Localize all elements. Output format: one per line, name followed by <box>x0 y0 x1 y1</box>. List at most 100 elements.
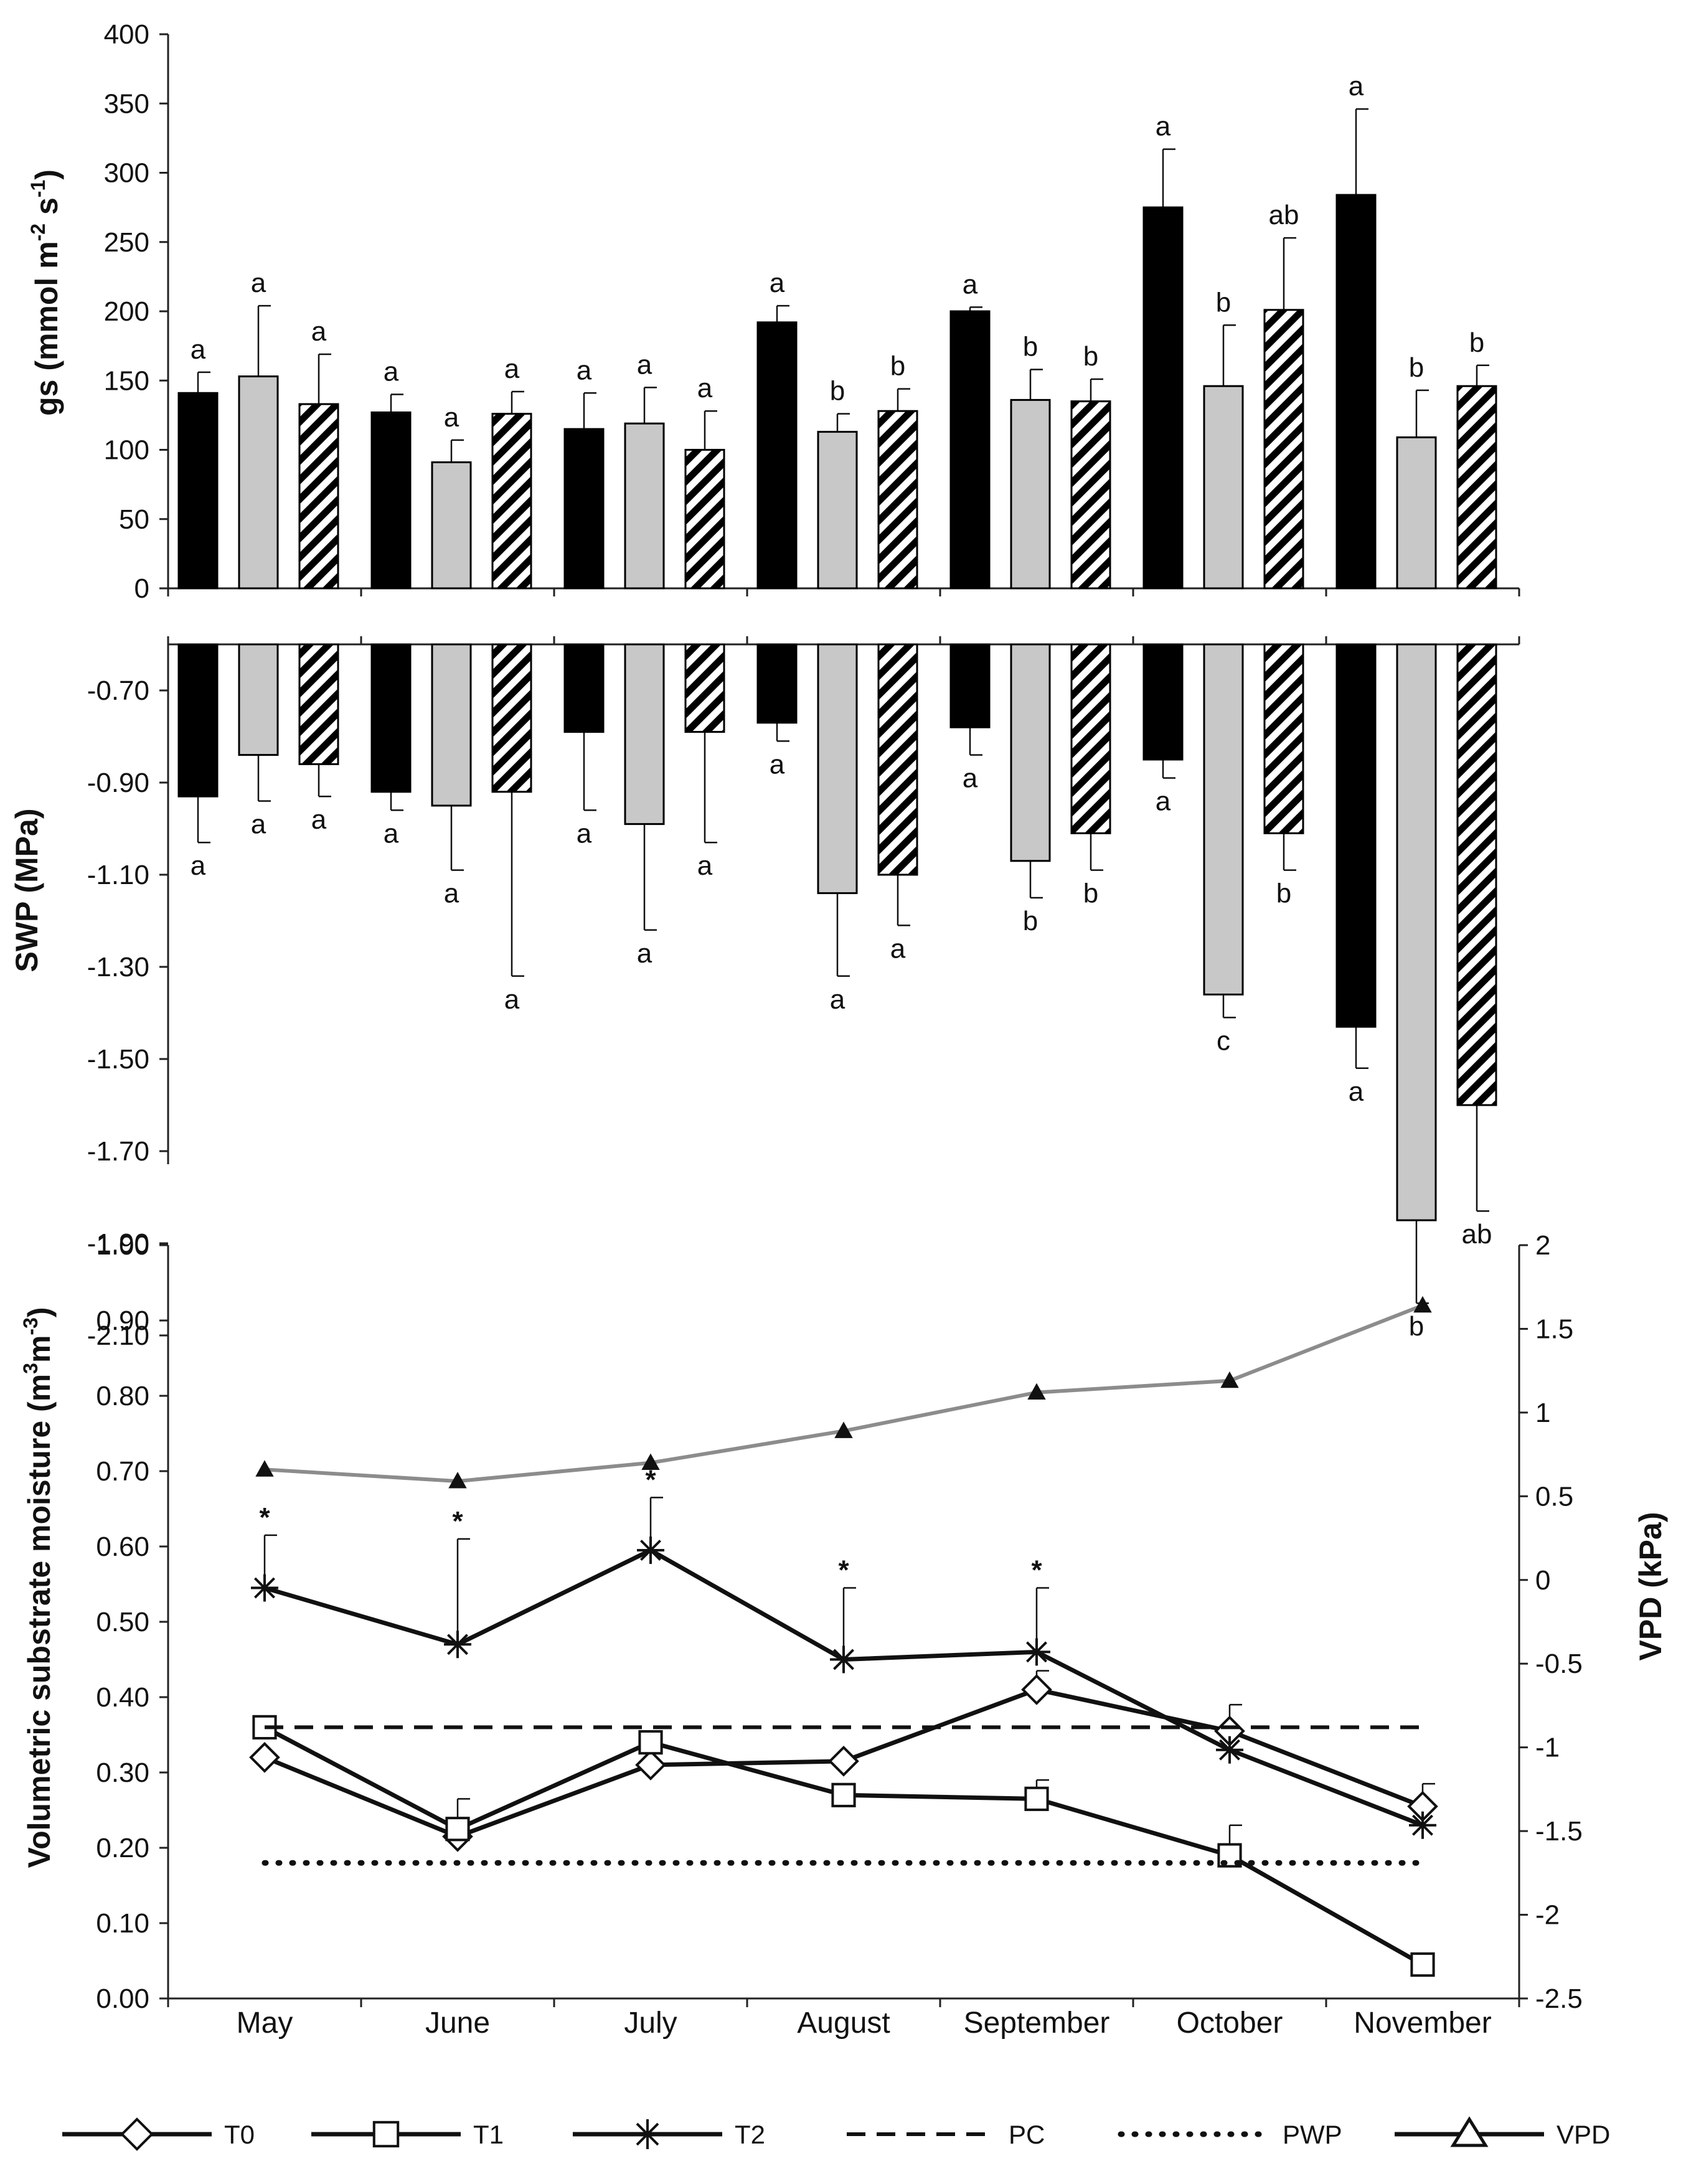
gs-bar-t1 <box>1396 436 1437 590</box>
gs-y-axis-label: gs (mmol m-2 s-1) <box>27 169 64 416</box>
gs-significance-letter: a <box>963 269 978 299</box>
swp-bar-t0 <box>563 643 605 733</box>
gs-y-tick-label: 350 <box>104 88 149 119</box>
moisture-line-chart: Volumetric substrate moisture (m3m-3) VP… <box>19 1230 1668 2040</box>
swp-bar-t1 <box>1396 643 1437 1221</box>
gs-y-tick-label: 0 <box>134 573 149 604</box>
swp-y-tick-label: -1.30 <box>87 952 149 982</box>
series-marker-vpd <box>448 1472 467 1489</box>
series-marker-t0 <box>635 1749 666 1781</box>
month-label: May <box>237 2007 293 2040</box>
swp-significance-letter: a <box>697 850 713 881</box>
swp-significance-letter: a <box>191 850 206 881</box>
swp-bar-t1 <box>1010 643 1051 862</box>
moisture-y-tick-label: 0.30 <box>96 1758 149 1788</box>
legend-label-pwp: PWP <box>1283 2120 1342 2149</box>
gs-significance-letter: a <box>384 357 399 387</box>
swp-y-axis-label: SWP (MPa) <box>9 809 44 972</box>
series-marker-vpd <box>834 1421 853 1438</box>
swp-bar-t2 <box>684 643 725 733</box>
vpd-y-tick-label: -1.5 <box>1535 1816 1583 1847</box>
swp-significance-letter: a <box>963 763 978 794</box>
swp-bar-t2 <box>1456 643 1497 1106</box>
gs-bar-t0 <box>756 321 798 590</box>
gs-bar-t1 <box>1010 398 1051 590</box>
gs-y-tick-label: 250 <box>104 227 149 258</box>
vpd-y-axis-label: VPD (kPa) <box>1633 1512 1668 1661</box>
gs-bar-t2 <box>684 449 725 590</box>
gs-significance-letter: a <box>770 268 785 298</box>
gs-y-tick-label: 100 <box>104 435 149 466</box>
series-marker-vpd <box>1027 1383 1046 1400</box>
series-marker-vpd <box>255 1460 274 1477</box>
swp-significance-letter: b <box>1409 1311 1424 1342</box>
significance-asterisk: * <box>645 1464 656 1495</box>
gs-y-tick-label: 150 <box>104 365 149 396</box>
series-marker-t1 <box>445 1817 470 1842</box>
series-marker-t0 <box>249 1741 280 1773</box>
month-label: September <box>964 2007 1110 2040</box>
swp-significance-letter: a <box>251 809 266 840</box>
gs-significance-letter: a <box>311 316 327 347</box>
series-marker-t2 <box>1023 1638 1050 1666</box>
swp-y-tick-label: -1.10 <box>87 860 149 890</box>
gs-bar-t0 <box>177 392 219 590</box>
legend-label-vpd: VPD <box>1556 2120 1610 2149</box>
swp-bar-t2 <box>491 643 532 793</box>
swp-significance-letter: a <box>504 984 520 1015</box>
vpd-y-tick-label: -1 <box>1535 1733 1560 1763</box>
vpd-y-tick-label: -2.5 <box>1535 1984 1583 2014</box>
swp-bar-t1 <box>238 643 279 756</box>
swp-bar-t1 <box>817 643 858 895</box>
swp-significance-letter: a <box>1156 786 1171 817</box>
series-marker-vpd <box>1413 1296 1432 1313</box>
swp-significance-letter: b <box>1083 878 1098 909</box>
series-marker-vpd <box>641 1453 660 1470</box>
gs-bar-t1 <box>624 422 665 590</box>
gs-significance-letter: b <box>1083 341 1098 372</box>
vpd-y-tick-label: 1.5 <box>1535 1314 1573 1344</box>
moisture-y-tick-label: 0.70 <box>96 1456 149 1487</box>
series-marker-vpd <box>1220 1371 1239 1388</box>
swp-bar-t0 <box>177 643 219 798</box>
swp-significance-letter: a <box>384 818 399 849</box>
moisture-y-tick-label: 0.00 <box>96 1984 149 2014</box>
vpd-y-tick-label: 0 <box>1535 1565 1550 1596</box>
moisture-y-tick-label: 0.20 <box>96 1833 149 1863</box>
gs-bar-t0 <box>949 310 991 590</box>
month-label: July <box>624 2007 677 2040</box>
swp-significance-letter: a <box>311 804 327 835</box>
month-label: August <box>797 2007 890 2040</box>
legend-marker-t1 <box>372 2120 400 2148</box>
swp-significance-letter: a <box>637 938 652 969</box>
gs-bar-t0 <box>563 428 605 590</box>
moisture-y-tick-label: 1.00 <box>96 1230 149 1261</box>
gs-significance-letter: a <box>444 402 459 433</box>
gs-bar-t1 <box>1203 385 1244 590</box>
moisture-y-tick-label: 0.60 <box>96 1532 149 1562</box>
swp-bar-t1 <box>1203 643 1244 996</box>
gs-bar-t1 <box>817 431 858 590</box>
moisture-y-tick-label: 0.90 <box>96 1306 149 1336</box>
gs-significance-letter: a <box>577 355 592 385</box>
gs-significance-letter: b <box>1409 352 1424 383</box>
gs-significance-letter: a <box>1156 111 1171 142</box>
legend-label-pc: PC <box>1009 2120 1045 2149</box>
gs-y-tick-label: 300 <box>104 158 149 189</box>
gs-bar-t0 <box>1335 194 1377 590</box>
legend-marker-t0 <box>120 2117 154 2151</box>
gs-significance-letter: b <box>1023 331 1038 362</box>
month-label: November <box>1354 2007 1491 2040</box>
moisture-y-tick-label: 0.40 <box>96 1682 149 1713</box>
series-line-vpd <box>264 1304 1424 1484</box>
gs-significance-letter: b <box>830 376 845 407</box>
gs-bar-chart: gs (mmol m-2 s-1) 0 50 100 150 200 250 300 350 4… <box>27 19 1520 604</box>
legend-label-t2: T2 <box>735 2120 765 2149</box>
gs-bar-t2 <box>298 403 339 590</box>
gs-bar-t1 <box>431 461 472 590</box>
swp-bar-t1 <box>624 643 665 826</box>
gs-significance-letter: a <box>1349 71 1364 101</box>
gs-significance-letter: b <box>1469 327 1484 358</box>
swp-bar-t2 <box>1070 643 1111 834</box>
